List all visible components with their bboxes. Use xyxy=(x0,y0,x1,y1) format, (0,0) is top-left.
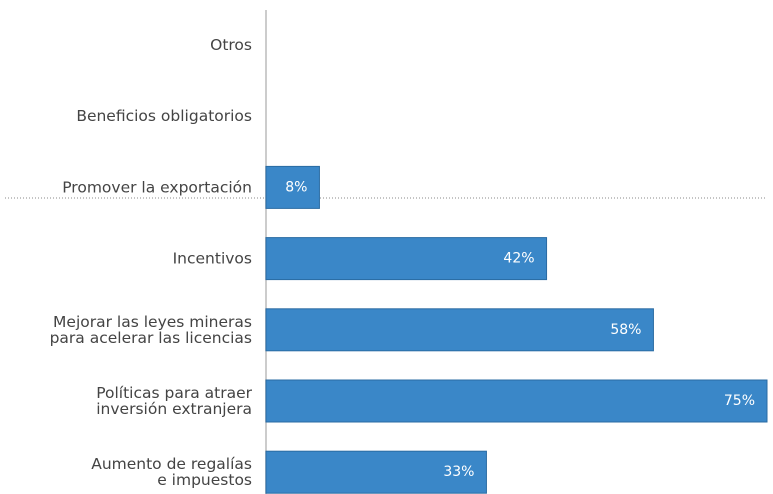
category-line: Mejorar las leyes mineras xyxy=(53,312,252,330)
value-label: 42% xyxy=(503,251,534,267)
category-line: Aumento de regalías xyxy=(91,455,252,473)
category-line: Promover la exportación xyxy=(62,178,252,196)
category-label: Aumento de regalías e impuestos xyxy=(91,455,252,489)
category-line: inversión extranjera xyxy=(96,400,252,418)
category-line: Otros xyxy=(210,36,252,54)
category-label: Promover la exportación xyxy=(62,178,252,196)
category-label: Incentivos xyxy=(173,249,252,267)
category-label: Beneficios obligatorios xyxy=(76,107,252,125)
bar xyxy=(265,237,548,281)
category-line: e impuestos xyxy=(157,471,252,489)
category-label: Otros xyxy=(210,36,252,54)
category-label: Mejorar las leyes mineras para acelerar l… xyxy=(50,312,252,346)
value-label: 58% xyxy=(610,322,641,338)
bar xyxy=(265,379,768,423)
category-line: Políticas para atraer xyxy=(96,384,252,402)
category-label: Políticas para atraer inversión extranjer… xyxy=(96,384,252,418)
category-line: Incentivos xyxy=(173,249,252,267)
bar xyxy=(265,165,320,209)
value-label: 75% xyxy=(724,393,755,409)
category-line: para acelerar las licencias xyxy=(50,328,252,346)
value-label: 33% xyxy=(443,464,474,480)
bar xyxy=(265,308,654,352)
bar xyxy=(265,450,487,494)
category-line: Beneficios obligatorios xyxy=(76,107,252,125)
value-label: 8% xyxy=(285,179,307,195)
